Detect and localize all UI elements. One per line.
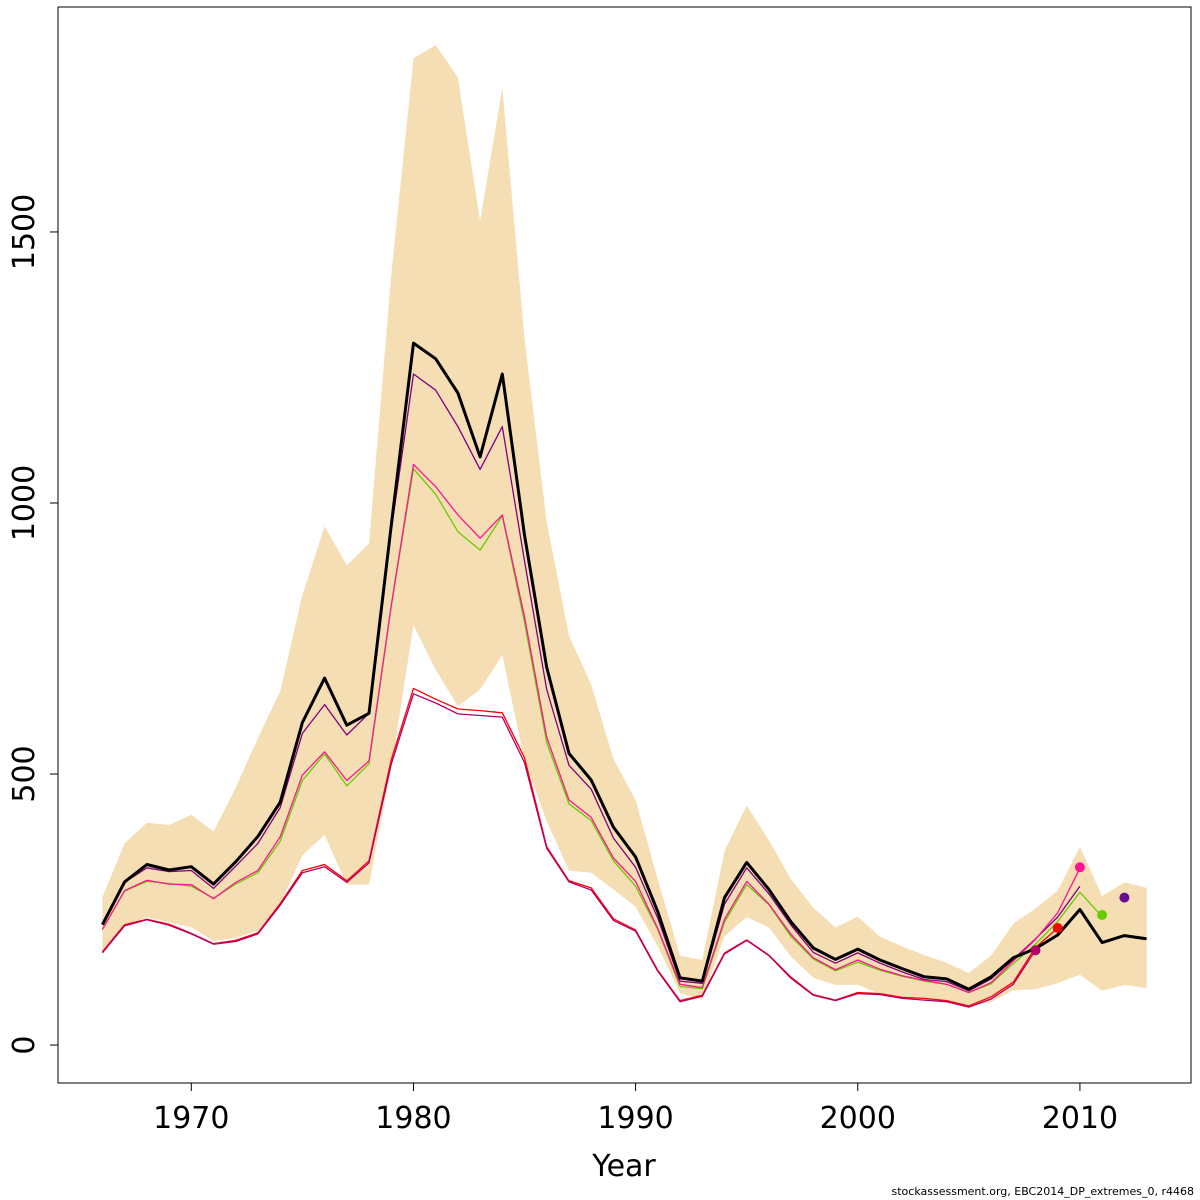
plot-frame xyxy=(57,6,1192,1084)
series-end-point-5 xyxy=(1052,923,1063,933)
series-line-1 xyxy=(101,341,1147,991)
series-end-point-3 xyxy=(1097,910,1108,920)
series-line-6 xyxy=(101,693,1037,1008)
series-line-4 xyxy=(101,463,1081,994)
confidence-band-layer xyxy=(102,44,1147,1006)
y-tick-label: 1500 xyxy=(7,194,42,270)
x-axis-title: Year xyxy=(591,1149,656,1184)
series-end-point-2 xyxy=(1119,892,1130,903)
footer-caption: stockassessment.org, EBC2014_DP_extremes… xyxy=(891,1185,1194,1198)
x-tick-label: 2010 xyxy=(1042,1101,1118,1136)
confidence-band xyxy=(102,44,1147,1006)
y-tick-label: 0 xyxy=(7,1036,42,1055)
series-end-point-6 xyxy=(1030,945,1041,956)
series-line-2 xyxy=(101,373,1081,992)
x-tick-label: 1980 xyxy=(375,1101,451,1136)
x-tick-label: 2000 xyxy=(820,1101,896,1136)
series-layer xyxy=(101,341,1147,1008)
marker-layer xyxy=(1030,862,1130,956)
x-tick-label: 1990 xyxy=(597,1101,673,1136)
axis-layer: 1970 1980 1990 2000 2010 0 500 1000 1500 xyxy=(7,194,1118,1136)
y-tick-label: 1000 xyxy=(7,465,42,541)
y-tick-label: 500 xyxy=(7,745,42,802)
series-line-5 xyxy=(101,687,1059,1007)
x-tick-label: 1970 xyxy=(153,1101,229,1136)
series-end-point-4 xyxy=(1074,862,1085,873)
